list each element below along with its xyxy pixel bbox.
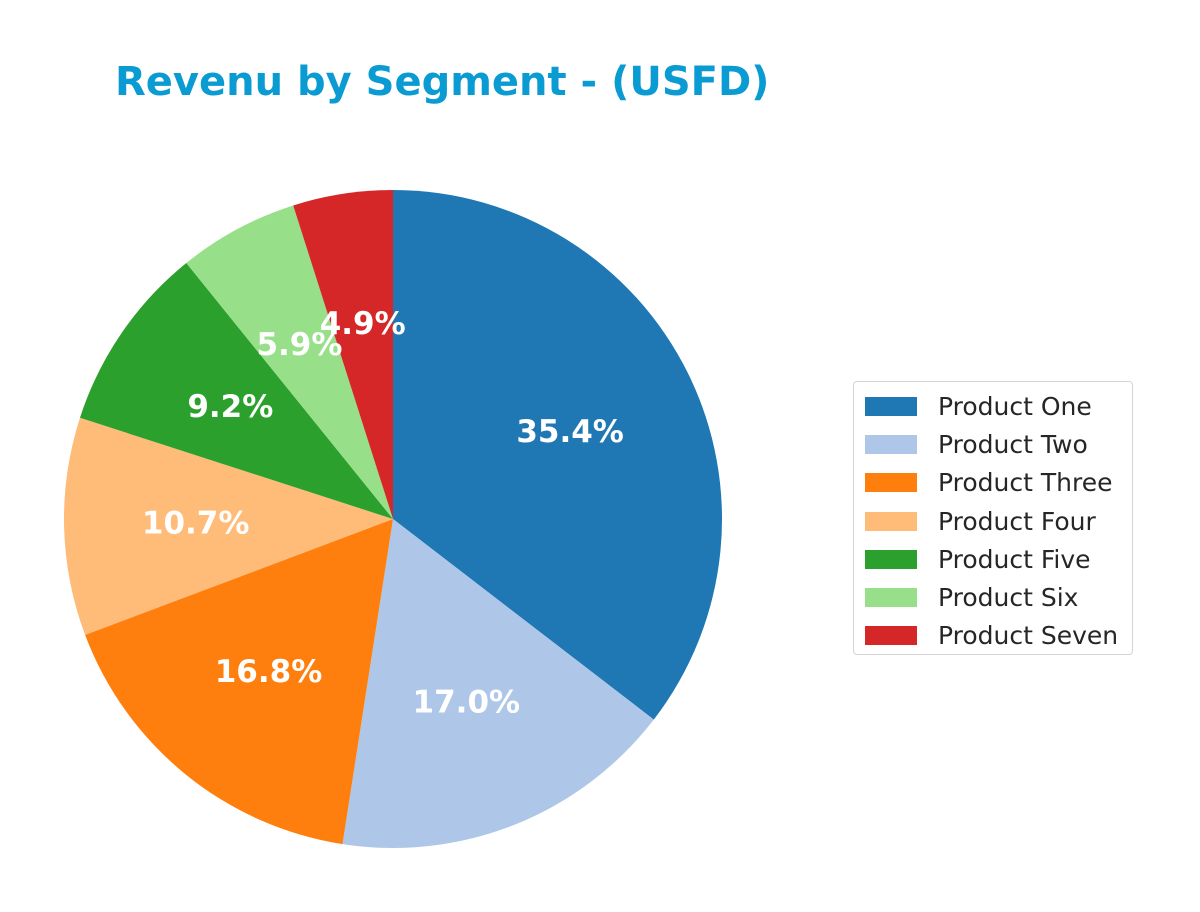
legend-item: Product Five <box>854 540 1132 578</box>
legend-swatch <box>865 549 917 569</box>
legend-label: Product Six <box>938 583 1079 613</box>
slice-value-label: 9.2% <box>187 389 273 425</box>
legend-label: Product Four <box>938 506 1096 536</box>
legend-swatch <box>865 396 917 416</box>
pie-slice-product-seven <box>293 190 393 519</box>
slice-value-label: 16.8% <box>215 654 323 690</box>
pie-slice-product-six <box>186 205 393 519</box>
legend-label: Product One <box>938 391 1092 421</box>
legend-label: Product Three <box>938 468 1113 498</box>
legend-swatch <box>865 511 917 531</box>
slice-value-label: 35.4% <box>516 414 624 450</box>
legend-item: Product Three <box>854 464 1132 502</box>
legend-label: Product Five <box>938 544 1091 574</box>
legend-swatch <box>865 473 917 493</box>
slice-value-label: 10.7% <box>142 506 250 542</box>
legend-item: Product Four <box>854 502 1132 540</box>
legend-label: Product Seven <box>938 621 1119 651</box>
slice-value-label: 5.9% <box>256 327 342 363</box>
legend-swatch <box>865 626 917 646</box>
pie-slice-product-four <box>63 417 393 635</box>
legend-item: Product Six <box>854 578 1132 616</box>
legend-item: Product One <box>854 387 1132 425</box>
slice-value-label: 17.0% <box>413 684 521 720</box>
legend-item: Product Seven <box>854 617 1132 655</box>
chart-title: Revenu by Segment - (USFD) <box>115 59 770 105</box>
slice-value-label: 4.9% <box>320 306 406 342</box>
chart-legend: Product One Product Two Product Three Produ… <box>853 381 1133 655</box>
legend-label: Product Two <box>938 429 1088 459</box>
legend-item: Product Two <box>854 425 1132 463</box>
legend-swatch <box>865 434 917 454</box>
pie-slice-product-five <box>79 263 394 519</box>
pie-slice-product-one <box>393 190 722 720</box>
pie-slice-product-two <box>342 519 654 848</box>
pie-slice-product-three <box>85 519 394 845</box>
legend-swatch <box>865 588 917 608</box>
